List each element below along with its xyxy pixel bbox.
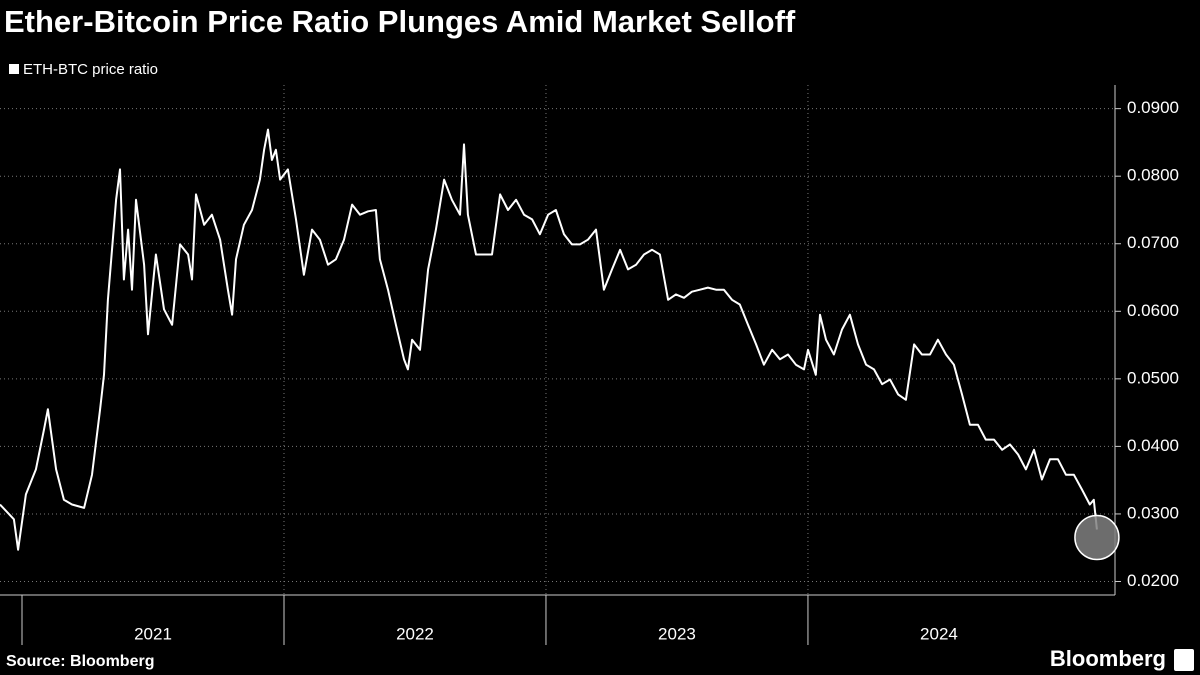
line	[0, 128, 1098, 551]
brand-icon	[1174, 649, 1194, 671]
legend-label: ETH-BTC price ratio	[23, 61, 158, 78]
highlight-marker	[1074, 514, 1120, 561]
y-tick-label: 0.0800	[1127, 166, 1179, 185]
chart-title: Ether-Bitcoin Price Ratio Plunges Amid M…	[4, 4, 796, 39]
x-tick-label: 2021	[134, 624, 172, 643]
brand: Bloomberg	[1050, 646, 1166, 671]
source: Source: Bloomberg	[6, 653, 154, 670]
x-tick-label: 2022	[396, 624, 434, 643]
x-tick-label: 2024	[920, 624, 958, 643]
y-tick-label: 0.0300	[1127, 503, 1179, 522]
legend-swatch	[9, 64, 19, 74]
y-tick-label: 0.0900	[1127, 98, 1179, 117]
y-tick-label: 0.0400	[1127, 436, 1179, 455]
y-tick-label: 0.0500	[1127, 368, 1179, 387]
y-tick-label: 0.0700	[1127, 233, 1179, 252]
y-tick-label: 0.0200	[1127, 571, 1179, 590]
x-tick-label: 2023	[658, 624, 696, 643]
y-tick-label: 0.0600	[1127, 301, 1179, 320]
